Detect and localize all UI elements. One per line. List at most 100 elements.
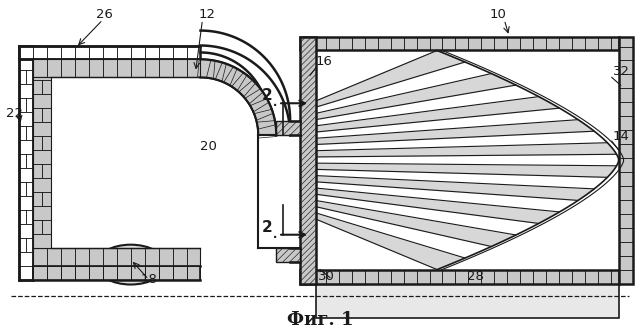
Bar xyxy=(19,98,26,112)
Bar xyxy=(619,228,633,242)
Bar xyxy=(365,270,378,283)
Bar xyxy=(61,46,75,59)
Bar xyxy=(103,248,117,266)
Bar xyxy=(75,266,89,279)
Polygon shape xyxy=(316,85,539,126)
Bar xyxy=(19,126,26,140)
Bar xyxy=(145,266,159,279)
Bar xyxy=(19,266,33,279)
Bar xyxy=(33,136,42,150)
Bar xyxy=(352,270,365,283)
Polygon shape xyxy=(316,74,516,120)
Bar xyxy=(159,248,173,266)
Bar xyxy=(619,102,633,116)
Bar xyxy=(559,37,572,51)
Bar xyxy=(145,46,159,59)
Bar xyxy=(546,270,559,283)
Bar xyxy=(19,238,26,252)
Bar xyxy=(300,37,316,283)
Bar xyxy=(33,59,200,266)
Bar xyxy=(89,59,103,77)
Bar xyxy=(33,266,47,279)
Bar xyxy=(390,270,404,283)
Polygon shape xyxy=(316,182,578,212)
Text: 14: 14 xyxy=(612,130,630,143)
Bar xyxy=(33,77,51,80)
Polygon shape xyxy=(316,96,559,132)
Polygon shape xyxy=(316,143,616,157)
Bar xyxy=(103,59,117,77)
Bar xyxy=(619,74,633,88)
Bar xyxy=(572,37,585,51)
Bar xyxy=(47,46,61,59)
Bar xyxy=(33,77,51,248)
Bar xyxy=(300,270,313,283)
Bar xyxy=(300,37,619,51)
Bar xyxy=(598,270,611,283)
Bar xyxy=(42,220,51,234)
Bar xyxy=(378,270,390,283)
Bar xyxy=(300,37,313,51)
Bar xyxy=(33,234,51,248)
Polygon shape xyxy=(316,194,539,235)
Bar xyxy=(19,210,26,224)
Bar xyxy=(33,266,47,279)
Bar xyxy=(145,59,159,77)
Bar xyxy=(186,46,200,59)
Bar xyxy=(19,112,33,126)
Polygon shape xyxy=(316,188,559,223)
Bar xyxy=(186,266,200,279)
Bar xyxy=(339,270,352,283)
Polygon shape xyxy=(316,154,616,166)
Bar xyxy=(33,206,51,220)
Polygon shape xyxy=(316,131,607,151)
Bar xyxy=(316,283,619,318)
Bar xyxy=(33,59,47,77)
Bar xyxy=(33,59,200,77)
Bar xyxy=(61,266,75,279)
Bar xyxy=(619,256,633,270)
Bar xyxy=(19,154,26,168)
Bar xyxy=(481,270,494,283)
Bar xyxy=(619,60,633,74)
Bar xyxy=(145,266,159,279)
Polygon shape xyxy=(316,120,594,144)
Polygon shape xyxy=(316,108,578,138)
Bar xyxy=(619,88,633,102)
Bar xyxy=(117,59,131,77)
Bar xyxy=(520,270,533,283)
Bar xyxy=(619,186,633,200)
Text: 10: 10 xyxy=(490,8,506,21)
Bar xyxy=(494,270,508,283)
Bar xyxy=(61,59,75,77)
Bar xyxy=(103,266,117,279)
Bar xyxy=(468,37,481,51)
Bar xyxy=(456,270,468,283)
Text: 12: 12 xyxy=(198,8,216,21)
Bar xyxy=(33,248,47,266)
Polygon shape xyxy=(316,201,516,247)
Bar xyxy=(26,126,33,140)
Polygon shape xyxy=(200,59,276,135)
Text: 22: 22 xyxy=(6,107,23,120)
Bar xyxy=(494,37,508,51)
Bar xyxy=(33,80,42,94)
Bar xyxy=(429,37,442,51)
Bar xyxy=(145,248,159,266)
Bar xyxy=(611,270,619,283)
Bar xyxy=(19,46,200,59)
Bar xyxy=(378,37,390,51)
Bar xyxy=(619,144,633,158)
Bar xyxy=(19,168,33,182)
Bar xyxy=(33,94,51,108)
Bar xyxy=(417,37,429,51)
Bar xyxy=(159,266,173,279)
Bar xyxy=(19,182,26,196)
Bar xyxy=(33,46,47,59)
Bar xyxy=(508,37,520,51)
Bar xyxy=(186,59,200,77)
Polygon shape xyxy=(200,30,290,120)
Bar xyxy=(417,270,429,283)
Bar xyxy=(619,158,633,172)
Bar xyxy=(26,182,33,196)
